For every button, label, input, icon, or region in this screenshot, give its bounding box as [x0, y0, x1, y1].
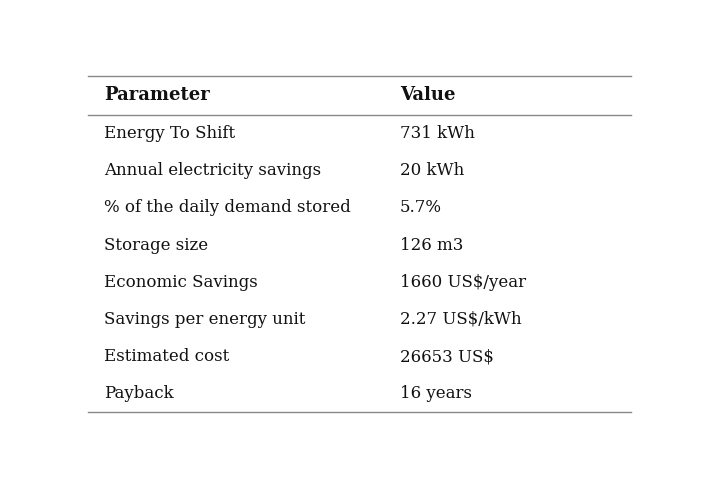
Text: Value: Value [400, 86, 456, 105]
Text: Parameter: Parameter [104, 86, 210, 105]
Text: 20 kWh: 20 kWh [400, 162, 464, 179]
Text: Payback: Payback [104, 385, 174, 402]
Text: 2.27 US$/kWh: 2.27 US$/kWh [400, 311, 522, 328]
Text: Annual electricity savings: Annual electricity savings [104, 162, 321, 179]
Text: % of the daily demand stored: % of the daily demand stored [104, 199, 350, 216]
Text: 1660 US$/year: 1660 US$/year [400, 274, 526, 291]
Text: Savings per energy unit: Savings per energy unit [104, 311, 306, 328]
Text: 5.7%: 5.7% [400, 199, 442, 216]
Text: 731 kWh: 731 kWh [400, 125, 475, 142]
Text: 26653 US$: 26653 US$ [400, 348, 494, 365]
Text: Energy To Shift: Energy To Shift [104, 125, 235, 142]
Text: Economic Savings: Economic Savings [104, 274, 258, 291]
Text: 16 years: 16 years [400, 385, 472, 402]
Text: 126 m3: 126 m3 [400, 237, 463, 253]
Text: Estimated cost: Estimated cost [104, 348, 229, 365]
Text: Storage size: Storage size [104, 237, 208, 253]
